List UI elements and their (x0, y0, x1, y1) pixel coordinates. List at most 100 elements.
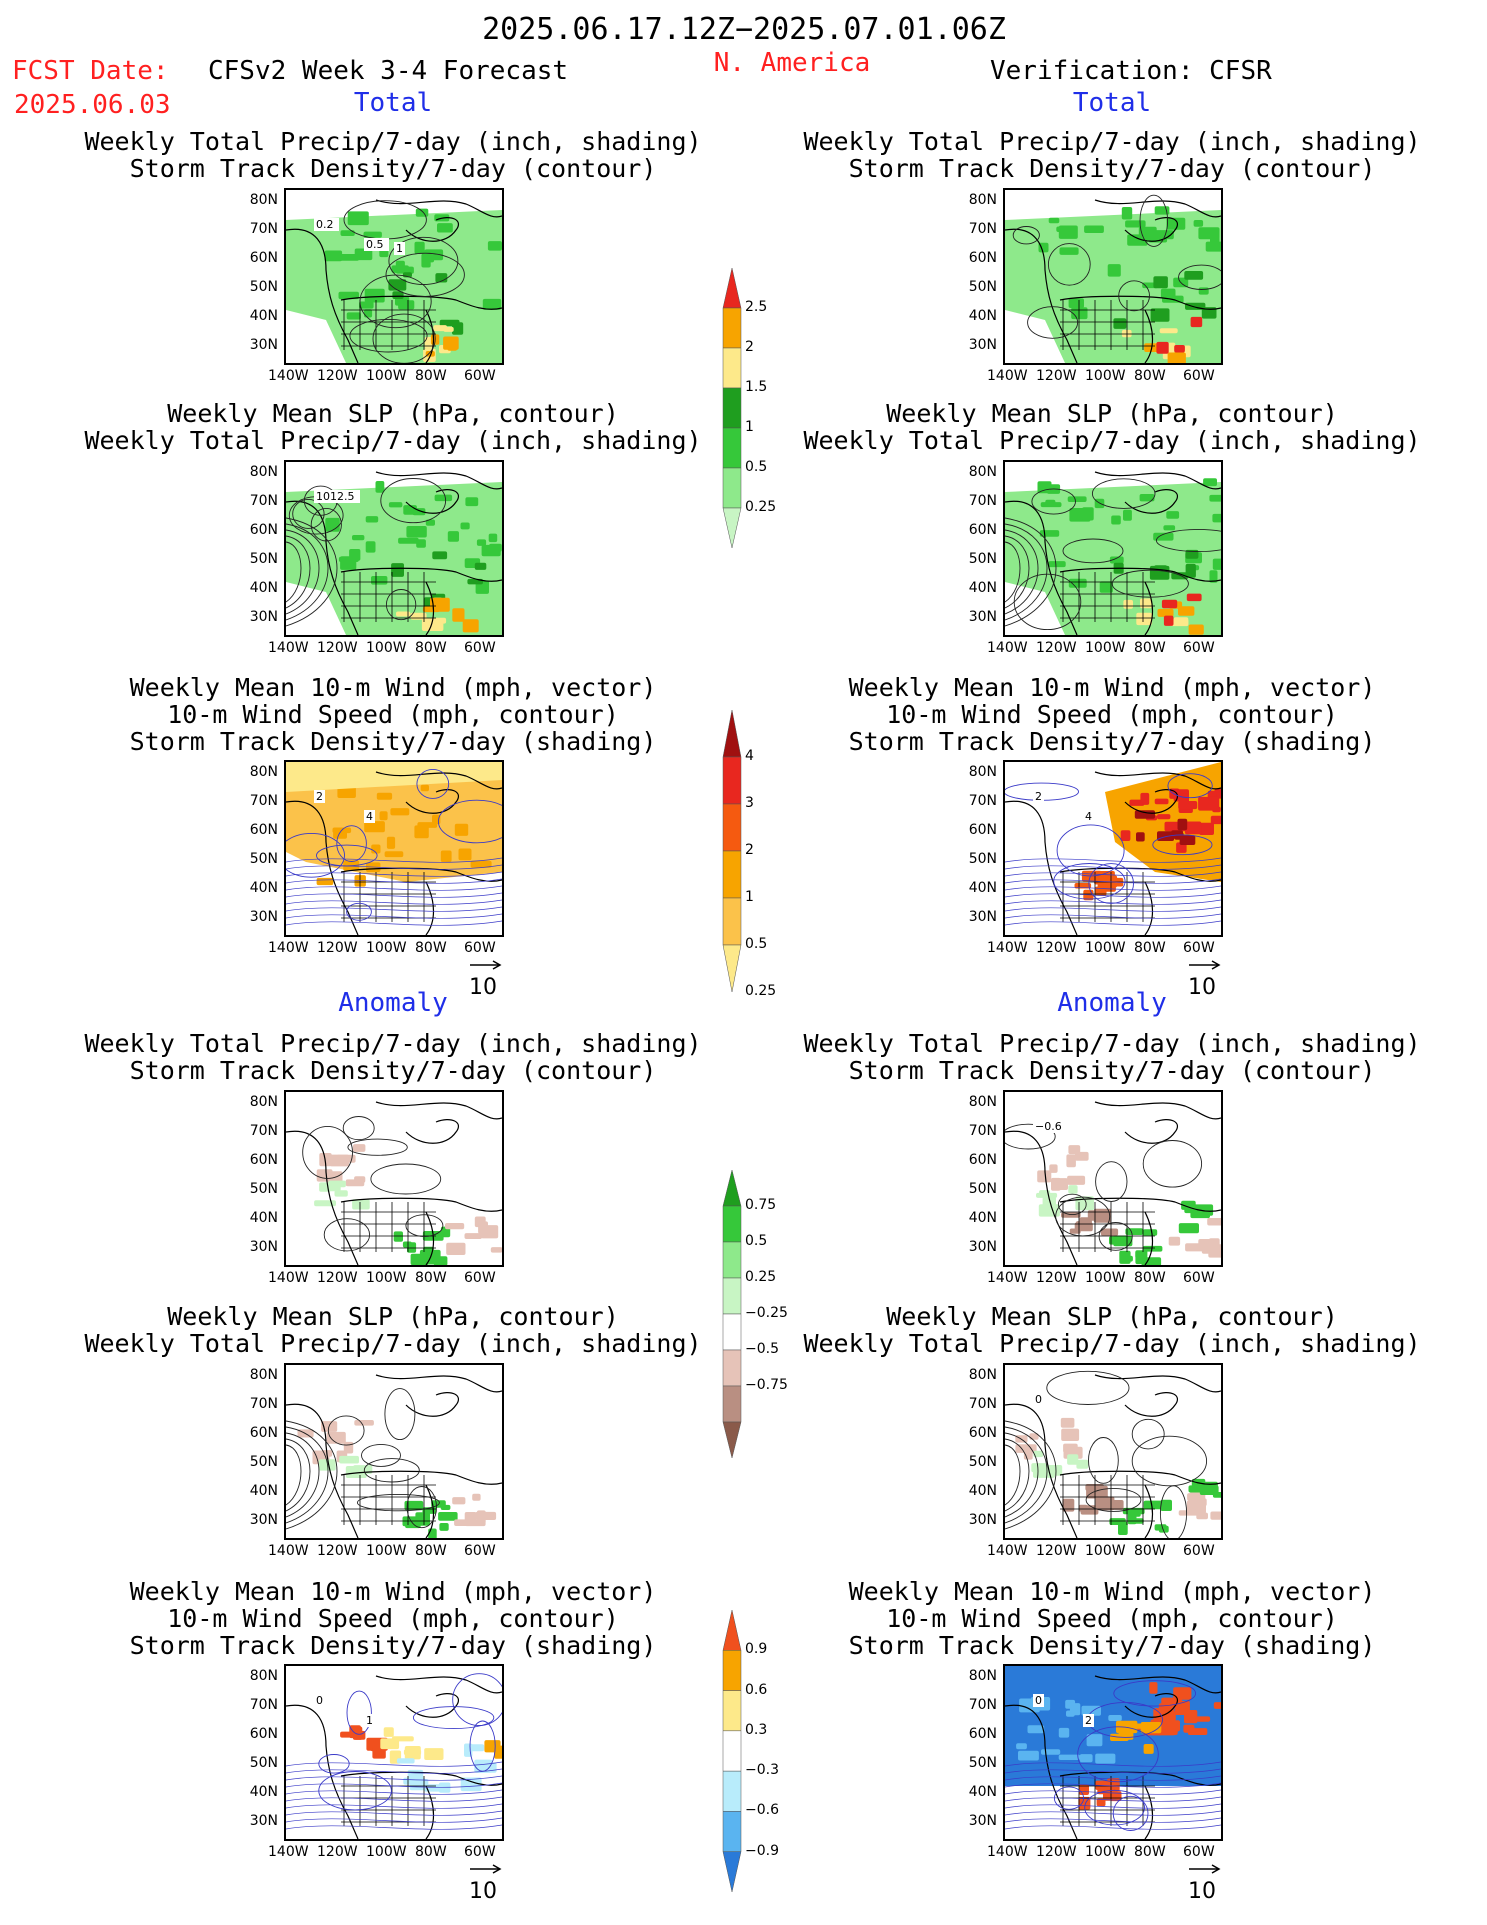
lat-tick-label: 50N (249, 1181, 278, 1197)
lon-tick-label: 80W (415, 640, 447, 656)
lon-tick-label: 100W (1085, 368, 1126, 384)
lat-tick-label: 40N (249, 1784, 278, 1800)
lat-tick-label: 50N (968, 1755, 997, 1771)
colorbar-label: 0.6 (745, 1681, 768, 1698)
lat-tick-label: 40N (968, 880, 997, 896)
lon-tick-label: 100W (1085, 640, 1126, 656)
lat-tick-label: 80N (968, 764, 997, 780)
lon-tick-label: 60W (464, 640, 496, 656)
lat-tick-label: 30N (968, 909, 997, 925)
contour-label: 4 (366, 810, 373, 823)
panel-title-r-3-1: Storm Track Density/7-day (contour) (848, 1056, 1376, 1085)
lat-tick-label: 40N (249, 880, 278, 896)
lat-tick-label: 60N (968, 522, 997, 538)
panel-title-l-1-0: Weekly Mean SLP (hPa, contour) (167, 399, 619, 428)
panel-title-l-5-2: Storm Track Density/7-day (shading) (129, 1631, 657, 1660)
lat-tick-label: 70N (968, 1123, 997, 1139)
lat-tick-label: 30N (249, 609, 278, 625)
colorbar-label: 0.5 (745, 459, 768, 475)
lon-tick-label: 120W (1036, 368, 1077, 384)
panel-title-l-1-1: Weekly Total Precip/7-day (inch, shading… (84, 426, 702, 455)
arrow-icon (470, 1864, 502, 1874)
lon-tick-label: 120W (1036, 1543, 1077, 1559)
lat-tick-label: 30N (249, 909, 278, 925)
contour-label: 0 (316, 1694, 323, 1707)
colorbar-label: 0.25 (745, 499, 777, 515)
vector-reference-value: 10 (1188, 975, 1216, 1000)
lon-tick-label: 120W (317, 368, 358, 384)
lat-tick-label: 60N (249, 822, 278, 838)
colorbar-swatch (722, 1730, 742, 1772)
lat-tick-label: 80N (249, 764, 278, 780)
lon-tick-label: 140W (987, 368, 1028, 384)
contour-label: 4 (1085, 810, 1092, 823)
colorbar-swatch (722, 1277, 742, 1315)
colorbar-swatch (722, 1421, 742, 1459)
lon-tick-label: 60W (464, 1270, 496, 1286)
lat-tick-label: 30N (249, 1813, 278, 1829)
colorbar-label: −0.5 (745, 1341, 779, 1357)
lat-tick-label: 30N (249, 1512, 278, 1528)
lat-tick-label: 80N (968, 1367, 997, 1383)
map-r-4: 0 (1003, 1363, 1223, 1540)
colorbar-swatch (722, 1169, 742, 1207)
lat-tick-label: 50N (968, 279, 997, 295)
panel-title-l-0-1: Storm Track Density/7-day (contour) (129, 154, 657, 183)
lon-tick-label: 60W (464, 1543, 496, 1559)
lat-tick-label: 70N (968, 493, 997, 509)
lat-tick-label: 70N (968, 793, 997, 809)
colorbar-anom_precip (722, 1169, 742, 1459)
colorbar-label: 1.5 (745, 379, 768, 395)
lon-tick-label: 120W (1036, 1270, 1077, 1286)
colorbar-label: 3 (745, 795, 754, 811)
lon-tick-label: 100W (1085, 940, 1126, 956)
lat-tick-label: 60N (968, 822, 997, 838)
lat-tick-label: 50N (249, 551, 278, 567)
lon-tick-label: 120W (317, 640, 358, 656)
panel-title-r-0-1: Storm Track Density/7-day (contour) (848, 154, 1376, 183)
contour-label: 0.5 (366, 238, 384, 251)
lon-tick-label: 60W (464, 368, 496, 384)
lon-tick-label: 120W (1036, 640, 1077, 656)
panel-title-r-2-0: Weekly Mean 10-m Wind (mph, vector) (848, 673, 1376, 702)
colorbar-label: 4 (745, 748, 754, 764)
panel-title-l-0-0: Weekly Total Precip/7-day (inch, shading… (84, 127, 702, 156)
lon-tick-label: 140W (987, 940, 1028, 956)
map-r-3: −0.6 (1003, 1090, 1223, 1267)
left-anomaly-label: Anomaly (338, 988, 448, 1018)
colorbar-swatch (722, 1811, 742, 1852)
lon-tick-label: 100W (366, 1270, 407, 1286)
lat-tick-label: 60N (249, 1425, 278, 1441)
colorbar-label: −0.9 (745, 1842, 779, 1859)
lat-tick-label: 80N (249, 1367, 278, 1383)
vector-reference: 10 (469, 960, 502, 1000)
lat-tick-label: 60N (249, 250, 278, 266)
colorbar-label: 0.3 (745, 1721, 768, 1738)
colorbar-swatch (722, 944, 742, 993)
colorbar-swatch (722, 1241, 742, 1279)
lon-tick-label: 140W (987, 1844, 1028, 1860)
lat-tick-label: 80N (968, 1668, 997, 1684)
lon-tick-label: 80W (1134, 640, 1166, 656)
colorbar-label: −0.3 (745, 1762, 779, 1779)
lat-tick-label: 50N (968, 551, 997, 567)
lon-tick-label: 100W (1085, 1844, 1126, 1860)
contour-label: 1 (366, 1714, 373, 1727)
colorbar-label: 2 (745, 339, 754, 355)
lon-tick-label: 80W (1134, 940, 1166, 956)
lat-tick-label: 80N (249, 192, 278, 208)
map-l-1: 1012.5 (284, 460, 504, 637)
map-l-4 (284, 1363, 504, 1540)
lon-tick-label: 80W (1134, 1270, 1166, 1286)
lat-tick-label: 40N (249, 308, 278, 324)
lat-tick-label: 30N (968, 1239, 997, 1255)
panel-title-l-4-1: Weekly Total Precip/7-day (inch, shading… (84, 1329, 702, 1358)
contour-label: 0 (1035, 1694, 1042, 1707)
lon-tick-label: 60W (464, 940, 496, 956)
panel-title-r-5-0: Weekly Mean 10-m Wind (mph, vector) (848, 1577, 1376, 1606)
model-title: CFSv2 Week 3-4 Forecast (208, 56, 569, 86)
lon-tick-label: 80W (415, 368, 447, 384)
colorbar-swatch (722, 850, 742, 899)
